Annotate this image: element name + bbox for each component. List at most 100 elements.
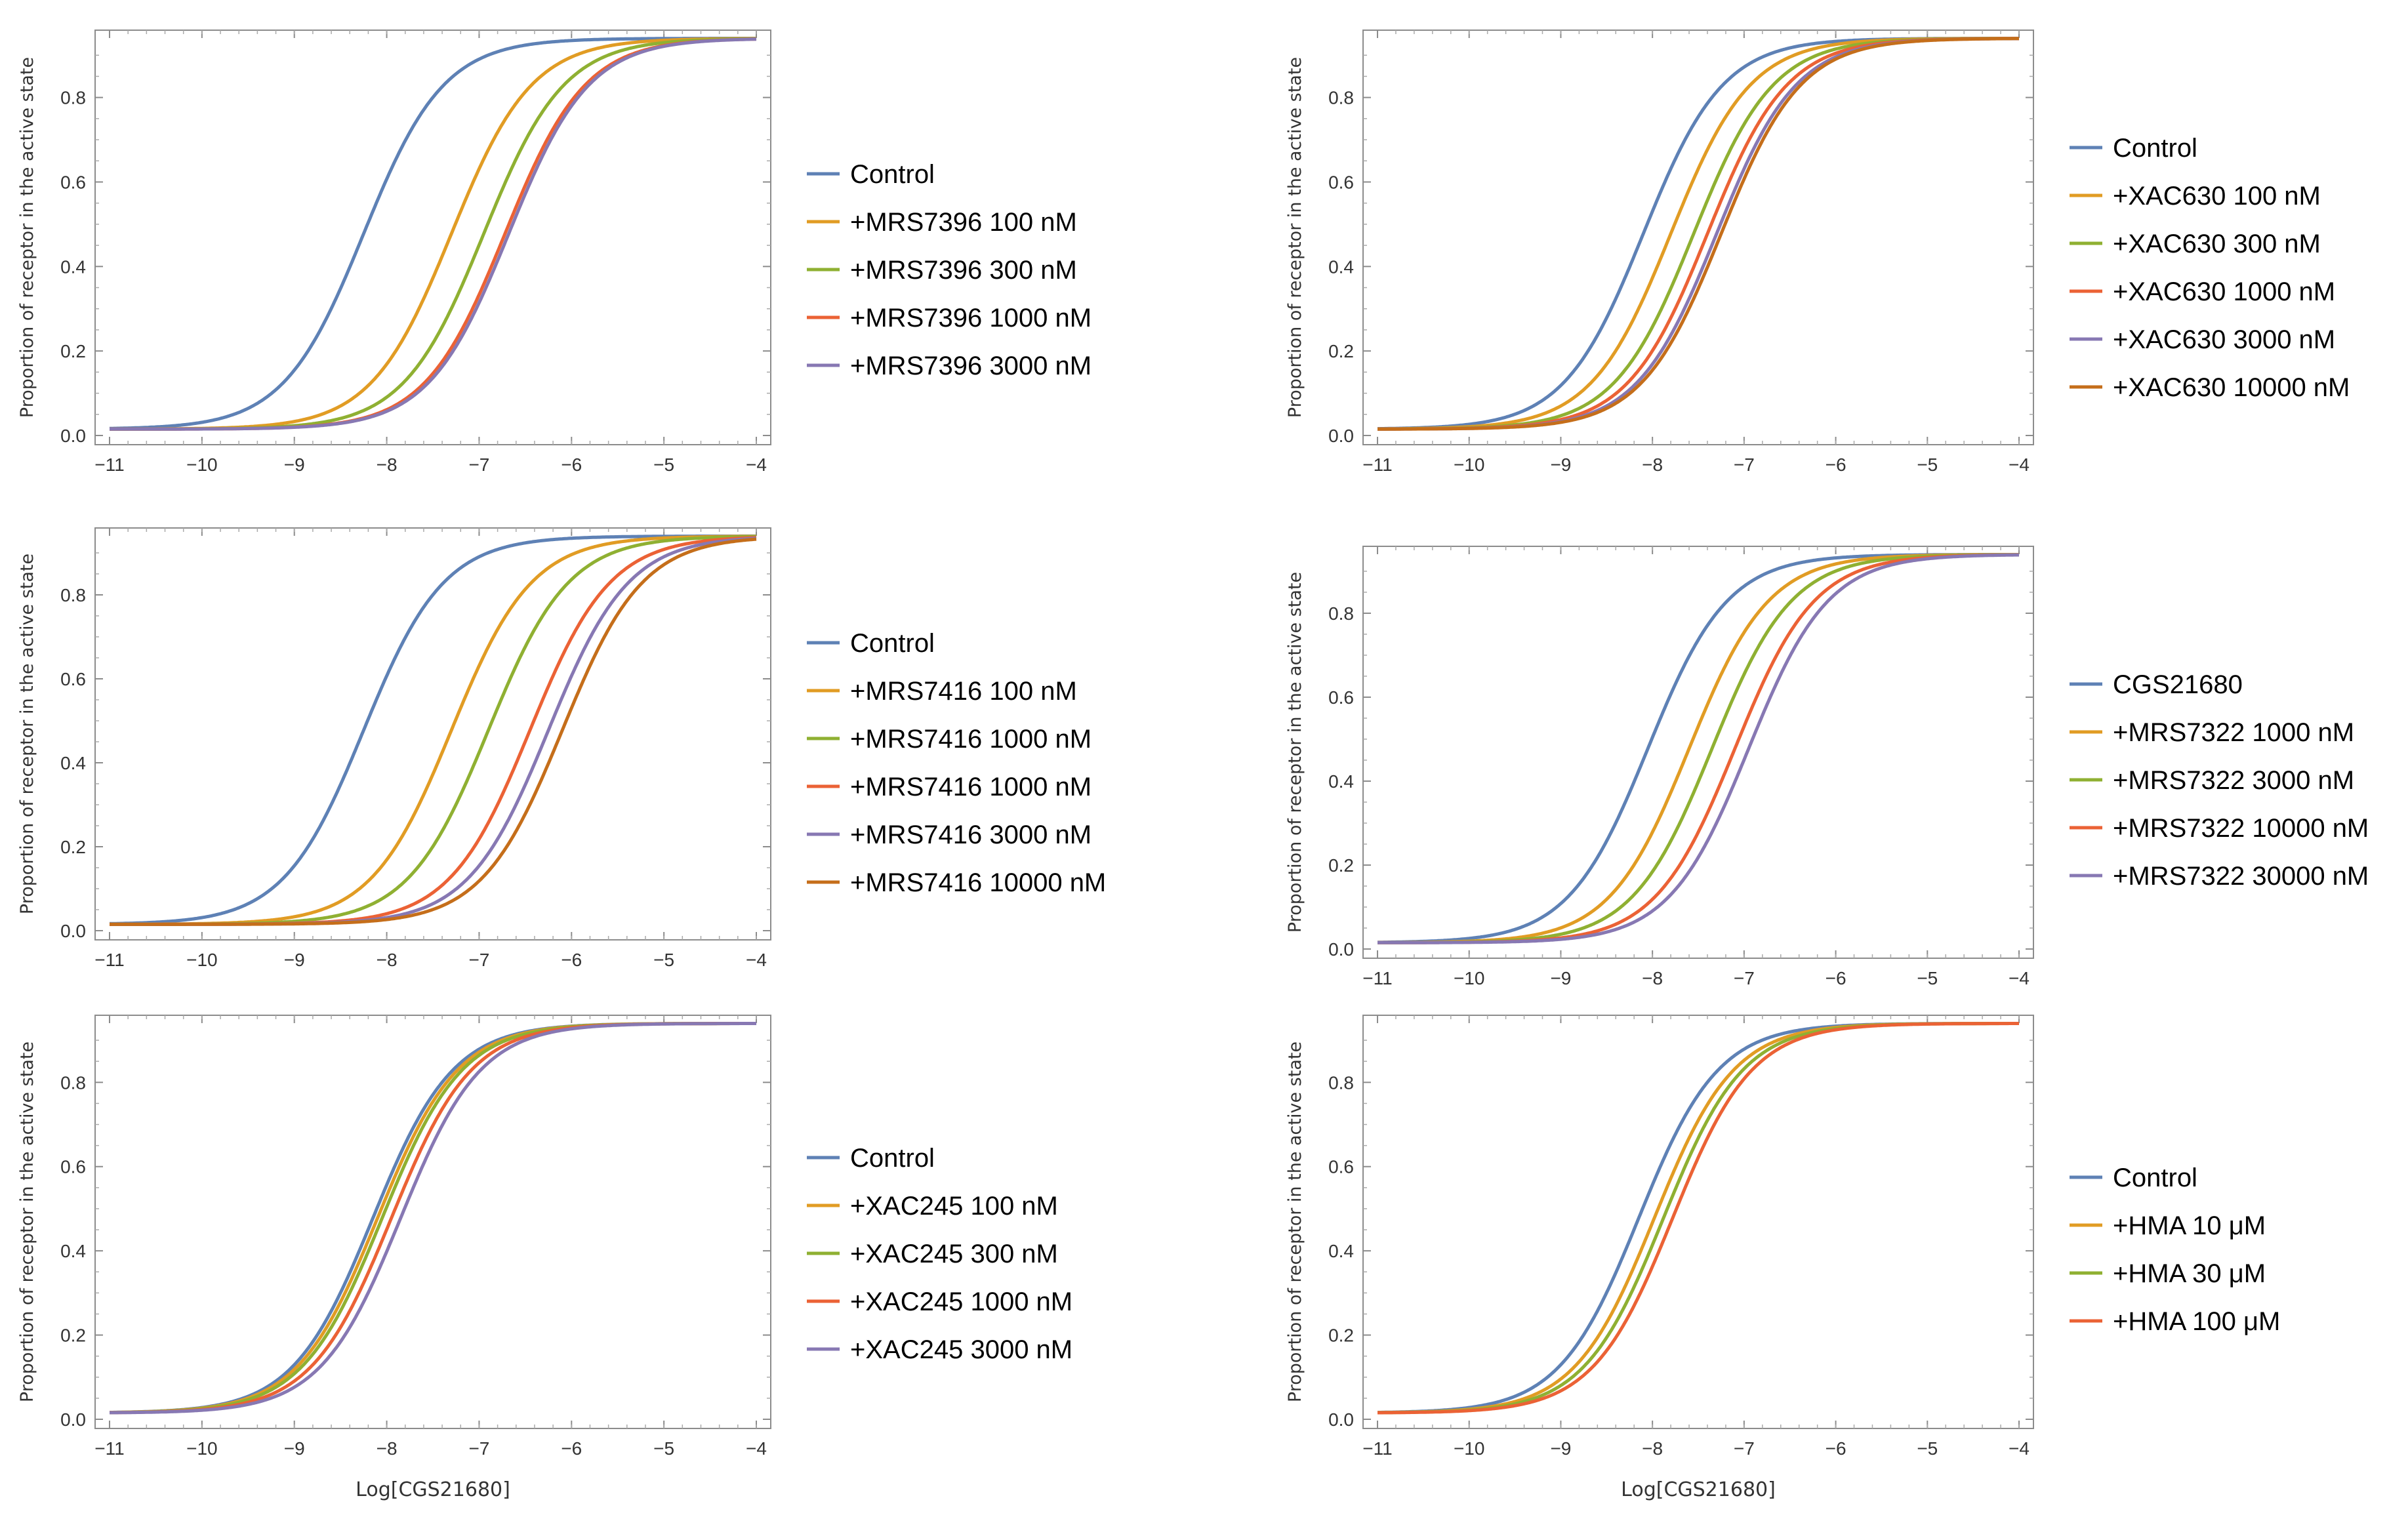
legend-label-2: +MRS7416 1000 nM [850, 725, 1092, 754]
series-line-4 [1377, 37, 2020, 431]
y-tick-label: 0.6 [60, 669, 86, 689]
y-tick-label: 0.4 [1328, 1241, 1354, 1261]
legend: Control +XAC245 100 nM +XAC245 300 nM +XAC2… [807, 1144, 1072, 1364]
legend-label-4: +MRS7396 3000 nM [850, 352, 1092, 380]
legend-label-4: +MRS7322 30000 nM [2113, 862, 2369, 891]
legend-label-2: +XAC630 300 nM [2113, 230, 2321, 258]
legend-label-0: Control [2113, 1163, 2197, 1192]
legend-label-3: +MRS7396 1000 nM [850, 304, 1092, 333]
y-axis-title: Proportion of receptor in the active sta… [1285, 57, 1305, 418]
y-tick-label: 0.8 [1328, 1072, 1354, 1093]
y-axis-title: Proportion of receptor in the active sta… [17, 57, 37, 418]
x-tick-label: −9 [1550, 968, 1571, 988]
x-tick-label: −4 [746, 455, 767, 475]
x-tick-label: −6 [561, 455, 582, 475]
x-tick-label: −7 [1734, 968, 1755, 988]
x-tick-label: −4 [2009, 455, 2030, 475]
x-tick-label: −9 [1550, 1438, 1571, 1459]
y-tick-label: 0.2 [60, 837, 86, 857]
y-tick-label: 0.6 [60, 172, 86, 192]
y-tick-label: 0.8 [60, 585, 86, 605]
legend-label-2: +MRS7396 300 nM [850, 256, 1077, 285]
legend-label-0: Control [850, 629, 935, 658]
legend: CGS21680 +MRS7322 1000 nM +MRS7322 3000 nM… [2070, 670, 2369, 891]
x-axis-title: Log[CGS21680] [1621, 1478, 1776, 1501]
y-tick-label: 0.4 [1328, 771, 1354, 792]
x-tick-label: −6 [1826, 455, 1847, 475]
legend-label-3: +HMA 100 μM [2113, 1307, 2280, 1336]
chart-panel-f: 0.0 0.2 0.4 0.6 0.8 −11 −10 −9 −8 −7 −6 −5 −4 Proport… [1285, 1015, 2280, 1501]
chart-panel-b: 0.0 0.2 0.4 0.6 0.8 −11 −10 −9 −8 −7 −6 −5 −4 Proport… [1285, 30, 2350, 475]
y-tick-label: 0.0 [60, 426, 86, 446]
x-tick-label: −4 [746, 950, 767, 970]
chart-panel-c: 0.0 0.2 0.4 0.6 0.8 −11 −10 −9 −8 −7 −6 −5 −4 Proport… [17, 527, 1106, 970]
legend-label-3: +XAC630 1000 nM [2113, 277, 2335, 306]
legend-label-5: +XAC630 10000 nM [2113, 373, 2350, 402]
y-tick-label: 0.6 [60, 1157, 86, 1177]
legend-label-5: +MRS7416 10000 nM [850, 868, 1106, 897]
x-tick-label: −6 [1826, 1438, 1847, 1459]
series-line-1 [1377, 1022, 2020, 1415]
x-tick-label: −8 [377, 950, 398, 970]
x-tick-label: −6 [561, 1438, 582, 1459]
x-tick-label: −7 [468, 1438, 489, 1459]
series-line-3 [110, 1022, 756, 1415]
y-tick-label: 0.0 [1328, 1409, 1354, 1430]
x-tick-label: −9 [284, 950, 305, 970]
y-tick-label: 0.0 [60, 921, 86, 941]
plot-frame [94, 1015, 771, 1429]
x-tick-label: −5 [653, 1438, 674, 1459]
x-tick-label: −5 [653, 455, 674, 475]
x-tick-label: −11 [1362, 968, 1392, 988]
y-tick-label: 0.0 [1328, 939, 1354, 960]
x-tick-label: −10 [1454, 968, 1485, 988]
legend-label-1: +MRS7396 100 nM [850, 208, 1077, 237]
legend-label-3: +XAC245 1000 nM [850, 1287, 1072, 1316]
x-tick-label: −10 [1454, 455, 1485, 475]
series-line-0 [110, 534, 756, 925]
y-axis-title: Proportion of receptor in the active sta… [1285, 572, 1305, 933]
chart-panel-a: 0.0 0.2 0.4 0.6 0.8 −11 −10 −9 −8 −7 −6 −5 −4 Proport… [17, 30, 1092, 475]
y-tick-label: 0.8 [60, 1072, 86, 1093]
legend-label-1: +HMA 10 μM [2113, 1211, 2266, 1240]
y-tick-label: 0.4 [60, 1241, 86, 1261]
series-line-3 [1377, 553, 2020, 944]
x-tick-label: −10 [1454, 1438, 1485, 1459]
x-tick-label: −11 [1362, 1438, 1392, 1459]
series-line-5 [110, 537, 757, 926]
plot-frame [1362, 1015, 2034, 1429]
y-axis-title: Proportion of receptor in the active sta… [1285, 1042, 1305, 1402]
legend-label-4: +XAC630 3000 nM [2113, 325, 2335, 354]
y-axis-title: Proportion of receptor in the active sta… [17, 554, 37, 914]
y-tick-label: 0.6 [1328, 1157, 1354, 1177]
legend-label-0: Control [850, 160, 935, 189]
series-line-5 [1377, 37, 2020, 431]
y-tick-label: 0.8 [60, 88, 86, 108]
x-tick-label: −11 [94, 950, 124, 970]
x-tick-label: −4 [746, 1438, 767, 1459]
legend: Control +MRS7396 100 nM +MRS7396 300 nM +MR… [807, 160, 1092, 380]
series-line-1 [1377, 553, 2020, 944]
x-tick-label: −8 [1642, 455, 1663, 475]
x-tick-label: −5 [653, 950, 674, 970]
x-tick-label: −11 [94, 1438, 124, 1459]
x-tick-label: −9 [284, 455, 305, 475]
legend-label-1: +MRS7322 1000 nM [2113, 718, 2354, 747]
legend: Control +XAC630 100 nM +XAC630 300 nM +XAC6… [2070, 134, 2350, 402]
legend: Control +MRS7416 100 nM +MRS7416 1000 nM +M… [807, 629, 1106, 897]
y-tick-label: 0.6 [1328, 687, 1354, 708]
legend-label-4: +MRS7416 3000 nM [850, 820, 1092, 849]
x-tick-label: −10 [186, 1438, 218, 1459]
x-tick-label: −5 [1917, 455, 1938, 475]
legend-label-2: +MRS7322 3000 nM [2113, 766, 2354, 795]
chart-panel-d: 0.0 0.2 0.4 0.6 0.8 −11 −10 −9 −8 −7 −6 −5 −4 Proport… [1285, 546, 2369, 988]
y-tick-label: 0.4 [1328, 256, 1354, 277]
x-tick-label: −7 [468, 950, 489, 970]
series-line-3 [1377, 1022, 2020, 1415]
series-line-1 [110, 1022, 756, 1415]
x-tick-label: −5 [1917, 968, 1938, 988]
x-tick-label: −7 [1734, 455, 1755, 475]
series-line-3 [1377, 37, 2020, 431]
series-line-1 [1377, 37, 2020, 431]
x-tick-label: −7 [468, 455, 489, 475]
